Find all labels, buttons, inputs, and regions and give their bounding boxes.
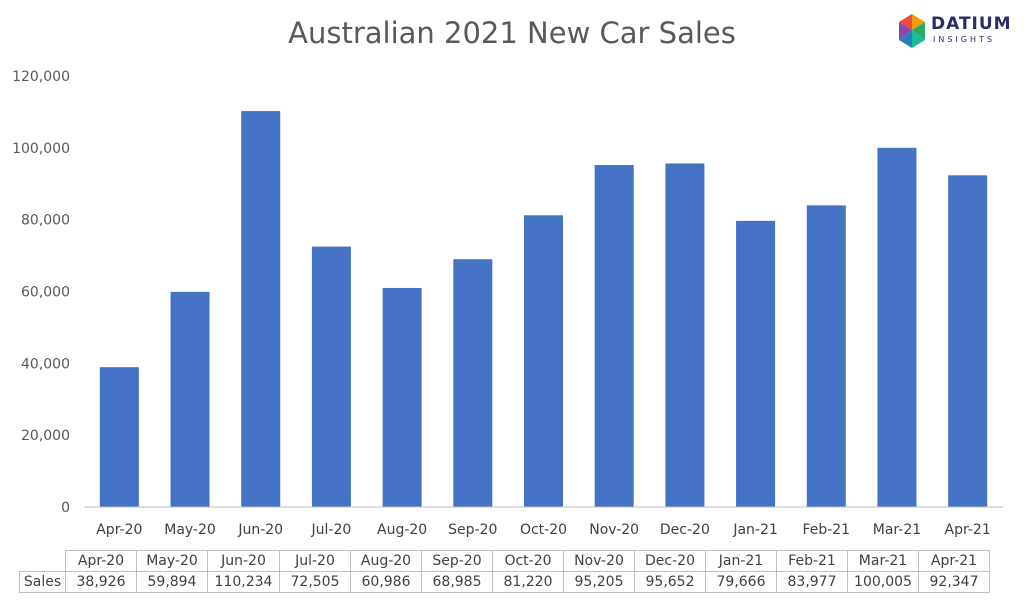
- x-tick-label: Aug-20: [377, 522, 427, 538]
- data-table-category: Aug-20: [350, 550, 422, 572]
- x-tick-label: Jan-21: [732, 522, 777, 538]
- x-tick-label: Sep-20: [448, 522, 497, 538]
- x-tick-label: Feb-21: [802, 522, 850, 538]
- data-table-value: 79,666: [705, 571, 777, 593]
- logo-subtitle: INSIGHTS: [933, 35, 995, 44]
- data-table-category: Jun-20: [207, 550, 280, 572]
- y-axis: 0 20,000 40,000 60,000 80,000 100,000 120,000: [12, 69, 70, 516]
- x-axis: Apr-20 May-20 Jun-20 Jul-20 Aug-20 Sep-20 Oct-…: [96, 522, 991, 538]
- data-table-category: Apr-21: [918, 550, 990, 572]
- x-tick-label: Dec-20: [660, 522, 710, 538]
- data-table-series-label: Sales: [19, 571, 66, 593]
- x-tick-label: Oct-20: [520, 522, 567, 538]
- bar-sep-20: [453, 259, 493, 507]
- data-table-category: Jul-20: [279, 550, 351, 572]
- data-table-category: Oct-20: [492, 550, 564, 572]
- bar-nov-20: [594, 165, 634, 508]
- datium-logo-icon: [899, 14, 925, 48]
- data-table-category: Nov-20: [563, 550, 635, 572]
- data-table-value: 110,234: [207, 571, 280, 593]
- data-table-value: 83,977: [776, 571, 848, 593]
- y-tick-label: 60,000: [21, 285, 70, 301]
- bar-apr-20: [99, 367, 139, 507]
- data-table: Apr-20 May-20 Jun-20 Jul-20 Aug-20 Sep-20 Oct-…: [19, 550, 990, 593]
- data-table-category: Feb-21: [776, 550, 848, 572]
- bar-jun-20: [241, 111, 281, 507]
- x-tick-label: Jun-20: [237, 522, 283, 538]
- x-tick-label: Mar-21: [873, 522, 921, 538]
- data-table-value: 81,220: [492, 571, 564, 593]
- bar-jul-20: [311, 246, 351, 507]
- data-table-value: 68,985: [421, 571, 493, 593]
- data-table-category: Sep-20: [421, 550, 493, 572]
- data-table-category: May-20: [136, 550, 208, 572]
- y-tick-label: 80,000: [21, 213, 70, 229]
- data-table-category: Jan-21: [705, 550, 777, 572]
- data-table-category: Mar-21: [847, 550, 919, 572]
- bar-jan-21: [736, 220, 776, 508]
- y-tick-label: 20,000: [21, 428, 70, 444]
- data-table-value: 95,205: [563, 571, 635, 593]
- data-table-values-row: Sales 38,926 59,894 110,234 72,505 60,986 68,…: [19, 571, 990, 593]
- y-tick-label: 120,000: [12, 69, 70, 85]
- chart-title: Australian 2021 New Car Sales: [288, 16, 736, 50]
- data-table-value: 59,894: [136, 571, 208, 593]
- x-tick-label: Apr-20: [96, 522, 142, 538]
- data-table-value: 60,986: [350, 571, 422, 593]
- data-table-value: 92,347: [918, 571, 990, 593]
- bar-may-20: [170, 291, 210, 507]
- logo-name: DATIUM: [931, 14, 1012, 34]
- datium-logo: DATIUM INSIGHTS: [897, 12, 1015, 52]
- bar-series: [99, 111, 988, 508]
- bar-feb-21: [806, 205, 846, 507]
- x-tick-label: Apr-21: [945, 522, 991, 538]
- bar-oct-20: [524, 215, 563, 507]
- data-table-value: 38,926: [65, 571, 137, 593]
- data-table-value: 95,652: [634, 571, 706, 593]
- data-table-category: Dec-20: [634, 550, 706, 572]
- x-tick-label: May-20: [164, 522, 216, 538]
- bar-apr-21: [948, 175, 988, 507]
- data-table-value: 100,005: [847, 571, 919, 593]
- data-table-header-row: Apr-20 May-20 Jun-20 Jul-20 Aug-20 Sep-20 Oct-…: [19, 550, 990, 572]
- data-table-category: Apr-20: [65, 550, 137, 572]
- bar-dec-20: [665, 163, 705, 508]
- x-tick-label: Jul-20: [311, 522, 352, 538]
- bar-mar-21: [877, 147, 917, 507]
- x-tick-label: Nov-20: [589, 522, 639, 538]
- y-tick-label: 0: [61, 500, 70, 516]
- bar-aug-20: [382, 287, 422, 507]
- y-tick-label: 40,000: [21, 356, 70, 372]
- data-table-value: 72,505: [279, 571, 351, 593]
- y-tick-label: 100,000: [12, 141, 70, 157]
- data-table-corner: [19, 550, 66, 572]
